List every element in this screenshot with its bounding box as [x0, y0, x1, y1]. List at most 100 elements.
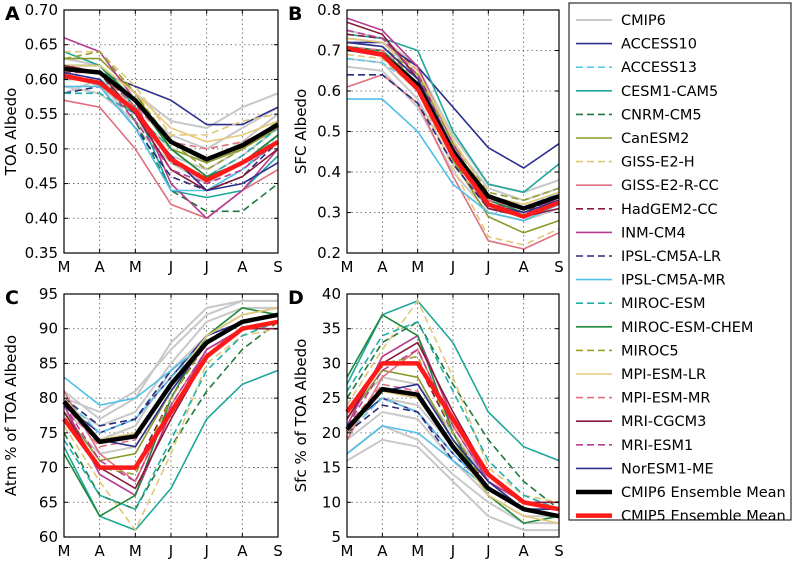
legend-label: NorESM1-ME — [621, 461, 714, 477]
series-line-cmip5-ensemble-mean — [63, 73, 280, 183]
series-line-cnrm-cm5 — [63, 321, 279, 511]
legend-label: CNRM-CM5 — [621, 107, 702, 123]
legend-label: MIROC-ESM-CHEM — [621, 320, 753, 336]
x-tick-label: M — [411, 258, 424, 276]
legend-label: GISS-E2-R-CC — [621, 178, 719, 194]
series-line-miroc-esm — [63, 321, 279, 511]
panel-label: A — [5, 3, 20, 25]
x-tick-label: J — [485, 258, 490, 276]
x-tick-label: S — [273, 258, 283, 276]
x-tick-label: A — [95, 258, 106, 276]
legend-label: CMIP6 — [621, 13, 666, 29]
series-line-cmip6-ensemble-mean — [62, 312, 279, 445]
y-tick-label: 25 — [322, 389, 341, 407]
y-tick-label: 85 — [39, 354, 58, 372]
series-line-cmip6-ensemble-mean — [345, 386, 560, 519]
series-line-miroc5 — [63, 50, 279, 171]
y-tick-label: 20 — [322, 424, 341, 442]
legend-label: CESM1-CAM5 — [621, 84, 718, 100]
x-tick-label: A — [377, 258, 388, 276]
x-tick-label: J — [168, 258, 173, 276]
y-axis-label: Atm % of TOA Albedo — [2, 335, 20, 496]
x-tick-label: M — [411, 542, 424, 560]
y-tick-label: 0.45 — [25, 175, 58, 193]
y-tick-label: 0.40 — [25, 209, 58, 227]
series-line-cmip5-ensemble-mean — [345, 361, 560, 512]
legend-label: MPI-ESM-LR — [621, 367, 706, 383]
series-line-mpi-esm-lr — [346, 37, 560, 206]
legend-label: MRI-ESM1 — [621, 438, 693, 454]
legend-label: IPSL-CM5A-LR — [621, 249, 721, 265]
x-tick-label: J — [203, 258, 208, 276]
legend: CMIP6 ACCESS10 ACCESS13 CESM1-CAM5 CNRM-CM5 C… — [568, 2, 792, 525]
x-tick-label: M — [58, 542, 71, 560]
x-tick-label: S — [554, 258, 564, 276]
legend-label: MRI-CGCM3 — [621, 414, 706, 430]
series-line-mpi-esm-lr — [64, 64, 279, 143]
series-line-cmip5-ensemble-mean — [346, 46, 560, 219]
series-line-cmip6-ensemble-mean — [63, 66, 280, 162]
y-tick-label: 0.3 — [317, 204, 341, 222]
y-tick-label: 0.2 — [317, 244, 341, 262]
y-tick-label: 0.65 — [25, 36, 58, 54]
series-line-cmip6-member-4 — [346, 438, 559, 532]
legend-label: INM-CM4 — [621, 225, 686, 241]
panel-label: C — [5, 287, 19, 309]
x-tick-label: M — [129, 542, 142, 560]
y-tick-label: 90 — [39, 320, 58, 338]
series-line-ipsl-cm5a-lr — [346, 404, 560, 517]
x-tick-label: S — [554, 542, 564, 560]
y-tick-label: 15 — [322, 459, 341, 477]
y-tick-label: 75 — [39, 424, 58, 442]
y-tick-label: 0.6 — [317, 82, 341, 100]
series-line-ipsl-cm5a-mr — [64, 85, 279, 192]
y-tick-label: 30 — [322, 354, 341, 372]
series-line-ipsl-cm5a-lr — [63, 314, 279, 427]
legend-label: ACCESS13 — [621, 60, 697, 76]
series-line-miroc-esm — [346, 320, 560, 510]
y-tick-label: 5 — [331, 528, 341, 546]
series-line-giss-e2-h — [346, 53, 560, 246]
series-line-ipsl-cm5a-mr — [347, 98, 560, 222]
y-tick-label: 40 — [322, 285, 341, 303]
y-tick-label: 0.50 — [25, 140, 58, 158]
x-tick-label: J — [485, 542, 490, 560]
y-tick-label: 0.35 — [25, 244, 58, 262]
y-tick-label: 60 — [39, 528, 58, 546]
x-tick-label: J — [450, 542, 455, 560]
x-tick-label: J — [203, 542, 208, 560]
legend-label: MPI-ESM-MR — [621, 391, 710, 407]
y-tick-label: 0.7 — [317, 42, 341, 60]
panel-c: M A M J J A S 60 65 70 75 80 85 90 95 Atm % of TOA Albe… — [2, 285, 283, 560]
series-line-cmip5-ensemble-mean — [62, 319, 279, 470]
y-axis-label: Sfc % of TOA Albedo — [292, 339, 310, 493]
x-tick-label: A — [237, 258, 248, 276]
legend-label: CMIP5 Ensemble Mean — [621, 509, 786, 525]
x-tick-label: M — [129, 258, 142, 276]
panel-b: M A M J J A S 0.2 0.3 0.4 0.5 0.6 0.7 0.8 SFC Albedo B — [288, 1, 564, 276]
y-tick-label: 0.55 — [25, 105, 58, 123]
y-tick-label: 0.4 — [317, 163, 341, 181]
legend-label: MIROC5 — [621, 343, 679, 359]
legend-label: MIROC-ESM — [621, 296, 706, 312]
legend-label: ACCESS10 — [621, 37, 697, 53]
y-tick-label: 0.60 — [25, 70, 58, 88]
legend-label: CMIP6 Ensemble Mean — [621, 485, 786, 501]
y-tick-label: 70 — [39, 459, 58, 477]
legend-label: IPSL-CM5A-MR — [621, 273, 726, 289]
panel-label: D — [288, 287, 304, 309]
x-tick-label: S — [273, 542, 283, 560]
x-tick-label: M — [58, 258, 71, 276]
legend-label: CanESM2 — [621, 131, 689, 147]
y-tick-label: 95 — [39, 285, 58, 303]
series-line-cnrm-cm5 — [346, 320, 560, 510]
x-tick-label: A — [95, 542, 106, 560]
x-tick-label: M — [341, 542, 354, 560]
y-tick-label: 35 — [322, 320, 341, 338]
x-tick-label: A — [377, 542, 388, 560]
x-tick-label: J — [450, 258, 455, 276]
x-tick-label: A — [237, 542, 248, 560]
x-tick-label: J — [168, 542, 173, 560]
panel-a: M A M J J A S 0.35 0.40 0.45 0.50 0.55 0.60 0.65 0.70 T… — [2, 1, 283, 276]
